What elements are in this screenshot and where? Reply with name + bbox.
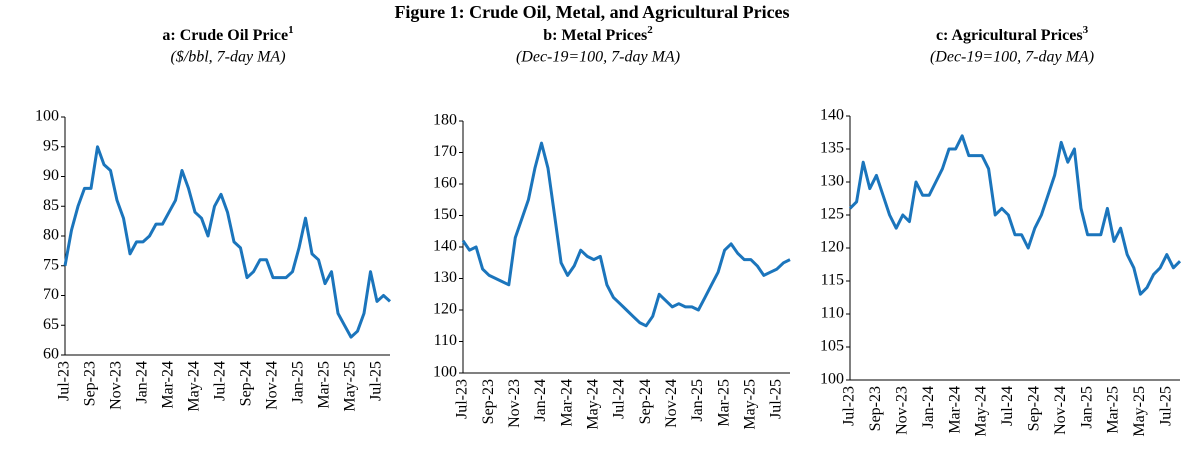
x-tick-label: Jan-25 (1078, 386, 1095, 429)
y-tick-label: 115 (821, 272, 844, 289)
x-tick-label: May-24 (973, 386, 990, 437)
y-tick-label: 70 (43, 286, 59, 303)
y-tick-label: 140 (820, 107, 844, 124)
x-tick-label: Nov-24 (264, 361, 281, 410)
panel-subtitle: (Dec-19=100, 7-day MA) (930, 49, 1094, 66)
y-tick-label: 100 (820, 371, 844, 388)
x-tick-label: Nov-24 (663, 379, 680, 428)
price-line (63, 145, 392, 339)
x-tick-label: Jul-24 (212, 361, 229, 401)
y-tick-label: 150 (433, 206, 457, 223)
x-tick-label: Sep-24 (238, 361, 255, 406)
x-tick-label: Sep-24 (1025, 386, 1042, 431)
price-line (848, 134, 1182, 296)
x-tick-label: May-25 (1131, 386, 1148, 437)
panel: a: Crude Oil Price1 ($/bbl, 7-day MA) 60 65… (35, 24, 392, 412)
y-tick-label: 75 (43, 256, 59, 273)
y-tick-label: 120 (433, 301, 457, 318)
x-tick-label: Jul-23 (841, 386, 858, 426)
y-tick-label: 95 (43, 137, 59, 154)
y-tick-label: 80 (43, 227, 59, 244)
footnote-mark: 3 (1083, 24, 1089, 36)
x-tick-label: Sep-23 (867, 386, 884, 431)
x-tick-label: Sep-23 (480, 379, 497, 424)
x-tick-label: Nov-24 (1052, 386, 1069, 435)
y-tick-label: 110 (434, 332, 457, 349)
panel-title-text: a: Crude Oil Price (162, 27, 288, 44)
y-tick-label: 100 (35, 108, 59, 125)
x-tick-label: Jul-25 (368, 361, 385, 401)
x-tick-label: Sep-23 (82, 361, 99, 406)
x-tick-label: May-24 (186, 361, 203, 412)
y-tick-label: 60 (43, 346, 59, 363)
x-tick-label: Jul-24 (611, 379, 628, 419)
x-tick-label: Jan-24 (134, 361, 151, 404)
x-tick-label: Jul-23 (56, 361, 73, 401)
y-tick-label: 160 (433, 175, 457, 192)
panel-title: c: Agricultural Prices3 (936, 24, 1089, 44)
x-tick-label: Mar-24 (160, 361, 177, 409)
x-tick-label: Jul-25 (1157, 386, 1174, 426)
x-tick-label: Jan-24 (532, 379, 549, 422)
x-tick-label: Mar-25 (1105, 386, 1122, 434)
x-tick-label: Jul-23 (454, 379, 471, 419)
y-tick-label: 105 (820, 338, 844, 355)
y-tick-label: 135 (820, 140, 844, 157)
x-tick-label: Mar-24 (946, 386, 963, 434)
y-tick-label: 140 (433, 238, 457, 255)
panel-title: a: Crude Oil Price1 (162, 24, 293, 44)
figure-title: Figure 1: Crude Oil, Metal, and Agricult… (394, 2, 789, 22)
panel: b: Metal Prices2 (Dec-19=100, 7-day MA) 10… (433, 24, 791, 430)
y-tick-label: 170 (433, 143, 457, 160)
y-tick-label: 65 (43, 316, 59, 333)
panel-subtitle: (Dec-19=100, 7-day MA) (516, 49, 680, 66)
x-tick-label: Jan-25 (290, 361, 307, 404)
x-tick-label: Nov-23 (893, 386, 910, 435)
y-tick-label: 130 (820, 173, 844, 190)
price-line (461, 141, 791, 328)
y-tick-label: 85 (43, 197, 59, 214)
y-tick-label: 180 (433, 112, 457, 129)
x-tick-label: Jul-25 (768, 379, 785, 419)
x-tick-label: May-25 (741, 379, 758, 430)
panel: c: Agricultural Prices3 (Dec-19=100, 7-da… (820, 24, 1182, 437)
x-tick-label: May-25 (342, 361, 359, 412)
footnote-mark: 2 (647, 24, 653, 36)
x-tick-label: May-24 (584, 379, 601, 430)
x-tick-label: Nov-23 (108, 361, 125, 410)
x-tick-label: Sep-24 (637, 379, 654, 424)
x-tick-label: Mar-25 (715, 379, 732, 427)
y-tick-label: 110 (821, 305, 844, 322)
y-tick-label: 125 (820, 206, 844, 223)
y-tick-label: 90 (43, 167, 59, 184)
x-tick-label: Nov-23 (506, 379, 523, 428)
panel-title-text: c: Agricultural Prices (936, 27, 1083, 44)
footnote-mark: 1 (288, 24, 294, 36)
x-tick-label: Jul-24 (999, 386, 1016, 426)
x-tick-label: Jan-24 (920, 386, 937, 429)
x-tick-label: Mar-24 (558, 379, 575, 427)
y-tick-label: 130 (433, 269, 457, 286)
panel-title-text: b: Metal Prices (543, 27, 647, 44)
panel-title: b: Metal Prices2 (543, 24, 653, 44)
y-tick-label: 120 (820, 239, 844, 256)
panel-subtitle: ($/bbl, 7-day MA) (170, 49, 285, 66)
x-tick-label: Mar-25 (316, 361, 333, 409)
y-tick-label: 100 (433, 364, 457, 381)
x-tick-label: Jan-25 (689, 379, 706, 422)
